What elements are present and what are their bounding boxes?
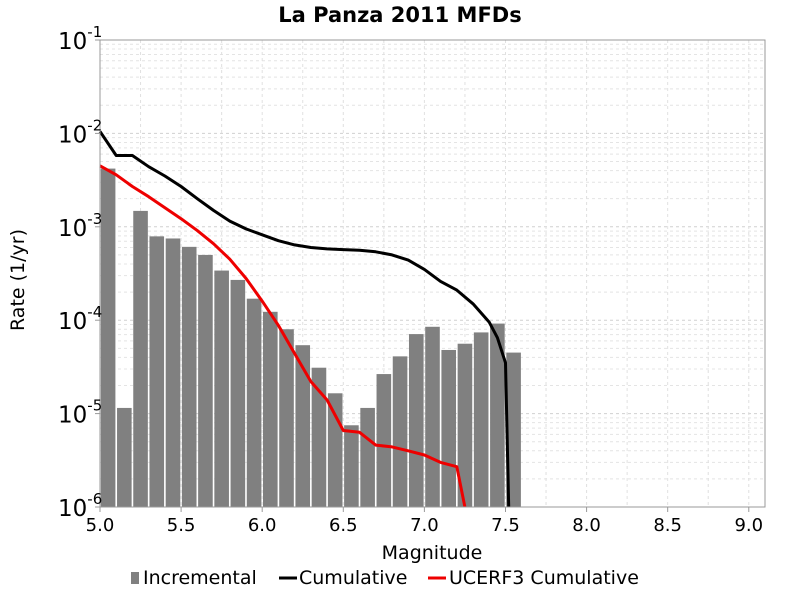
incremental-bar — [344, 425, 359, 507]
legend-label: Cumulative — [299, 567, 407, 589]
x-tick-label: 5.5 — [167, 515, 196, 536]
cumulative-lines — [98, 130, 511, 508]
incremental-bar — [214, 270, 229, 507]
y-axis-label: Rate (1/yr) — [7, 229, 29, 331]
incremental-bar — [425, 326, 440, 507]
x-tick-label: 8.5 — [653, 515, 682, 536]
incremental-bar — [490, 323, 505, 507]
ucerf3-cumulative-line — [99, 164, 467, 508]
plot-frame — [99, 39, 766, 508]
incremental-bar — [279, 329, 294, 507]
incremental-bar — [392, 356, 408, 507]
legend-item-incremental: Incremental — [131, 567, 257, 589]
incremental-bar — [230, 279, 246, 507]
incremental-bar — [198, 254, 213, 507]
incremental-bar — [263, 311, 278, 507]
y-tick-label: 10-3 — [58, 210, 102, 242]
incremental-bar — [165, 238, 181, 507]
x-tick-label: 6.5 — [329, 515, 358, 536]
incremental-bar — [457, 343, 473, 507]
incremental-bar — [246, 298, 262, 507]
y-tick-label: 10-5 — [58, 397, 102, 429]
legend-item-cumulative: Cumulative — [279, 567, 407, 589]
cumulative-line — [98, 130, 511, 508]
x-axis-ticks: 5.0 5.5 6.0 6.5 7.0 7.5 8.0 8.5 9.0 — [86, 507, 763, 536]
incremental-bar — [473, 332, 489, 507]
incremental-bar — [181, 246, 197, 507]
incremental-bar — [408, 334, 424, 507]
x-axis-label: Magnitude — [382, 542, 483, 564]
x-tick-label: 7.0 — [410, 515, 439, 536]
incremental-bar — [311, 367, 327, 507]
legend-label: Incremental — [143, 567, 257, 589]
incremental-bar — [100, 168, 116, 508]
x-tick-label: 8.0 — [572, 515, 601, 536]
x-tick-label: 9.0 — [734, 515, 763, 536]
x-tick-label: 5.0 — [86, 515, 115, 536]
x-tick-label: 7.5 — [491, 515, 520, 536]
incremental-bar — [149, 236, 165, 507]
incremental-bar — [117, 407, 132, 507]
y-tick-label: 10-2 — [58, 116, 102, 148]
y-axis-ticks: 10-1 10-2 10-3 10-4 10-5 10-6 — [58, 23, 102, 522]
incremental-bar — [133, 210, 148, 507]
legend-swatch — [131, 572, 139, 584]
incremental-bar — [376, 374, 392, 507]
incremental-bar — [327, 393, 343, 507]
chart-title: La Panza 2011 MFDs — [278, 3, 521, 27]
x-tick-label: 6.0 — [248, 515, 277, 536]
incremental-bars — [100, 168, 521, 508]
incremental-bar — [441, 349, 457, 507]
y-tick-label: 10-4 — [58, 303, 102, 335]
y-tick-label: 10-1 — [58, 23, 102, 55]
legend: Incremental Cumulative UCERF3 Cumulative — [131, 567, 639, 589]
y-tick-label: 10-6 — [58, 490, 102, 522]
incremental-bar — [295, 345, 311, 507]
legend-item-ucerf3-cumulative: UCERF3 Cumulative — [428, 567, 639, 589]
incremental-bar — [506, 352, 521, 507]
incremental-bar — [360, 407, 375, 507]
legend-label: UCERF3 Cumulative — [449, 567, 639, 589]
